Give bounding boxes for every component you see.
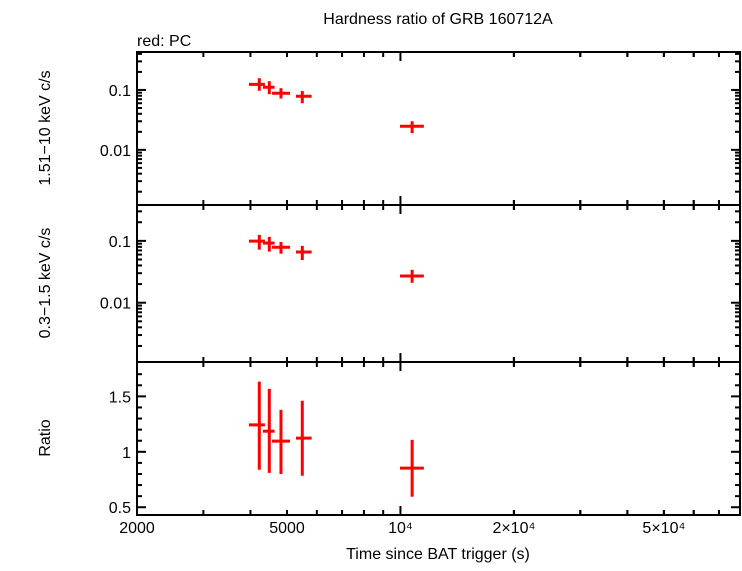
- y-tick-label: 0.01: [100, 143, 131, 160]
- x-tick-label: 5000: [269, 520, 305, 537]
- x-tick-label: 10⁴: [388, 520, 413, 537]
- middle-panel-ylabel: 0.3−1.5 keV c/s: [37, 228, 54, 339]
- panel-frame: [136, 361, 741, 516]
- y-tick-label: 0.5: [109, 500, 131, 517]
- y-tick-label: 1: [122, 445, 131, 462]
- chart-title: Hardness ratio of GRB 160712A: [323, 11, 553, 28]
- panel-frame: [136, 51, 741, 206]
- y-tick-label: 0.1: [109, 83, 131, 100]
- panel-frame: [136, 204, 741, 363]
- y-tick-label: 0.01: [100, 296, 131, 313]
- top-panel-ylabel: 1.51−10 keV c/s: [37, 70, 54, 185]
- x-tick-label: 2×10⁴: [492, 520, 535, 537]
- x-axis-label: Time since BAT trigger (s): [346, 546, 530, 563]
- bottom-panel-ylabel: Ratio: [37, 419, 54, 456]
- y-tick-label: 0.1: [109, 234, 131, 251]
- legend-text: red: PC: [137, 33, 191, 50]
- x-tick-label: 5×10⁴: [642, 520, 685, 537]
- y-tick-label: 1.5: [109, 389, 131, 406]
- x-tick-label: 2000: [119, 520, 155, 537]
